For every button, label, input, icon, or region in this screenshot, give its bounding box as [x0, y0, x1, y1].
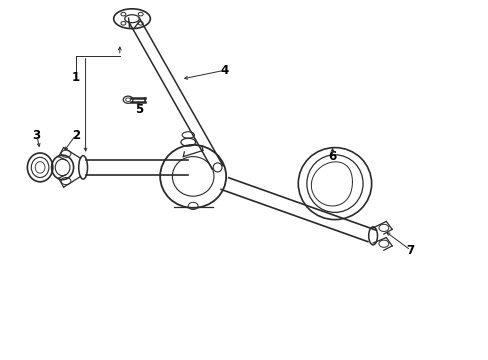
Text: 1: 1 — [72, 71, 80, 84]
Text: 3: 3 — [33, 129, 41, 141]
Text: 7: 7 — [406, 244, 414, 257]
Text: 6: 6 — [328, 150, 336, 163]
Text: 2: 2 — [72, 129, 80, 141]
Text: 5: 5 — [135, 103, 143, 116]
Text: 4: 4 — [221, 64, 228, 77]
